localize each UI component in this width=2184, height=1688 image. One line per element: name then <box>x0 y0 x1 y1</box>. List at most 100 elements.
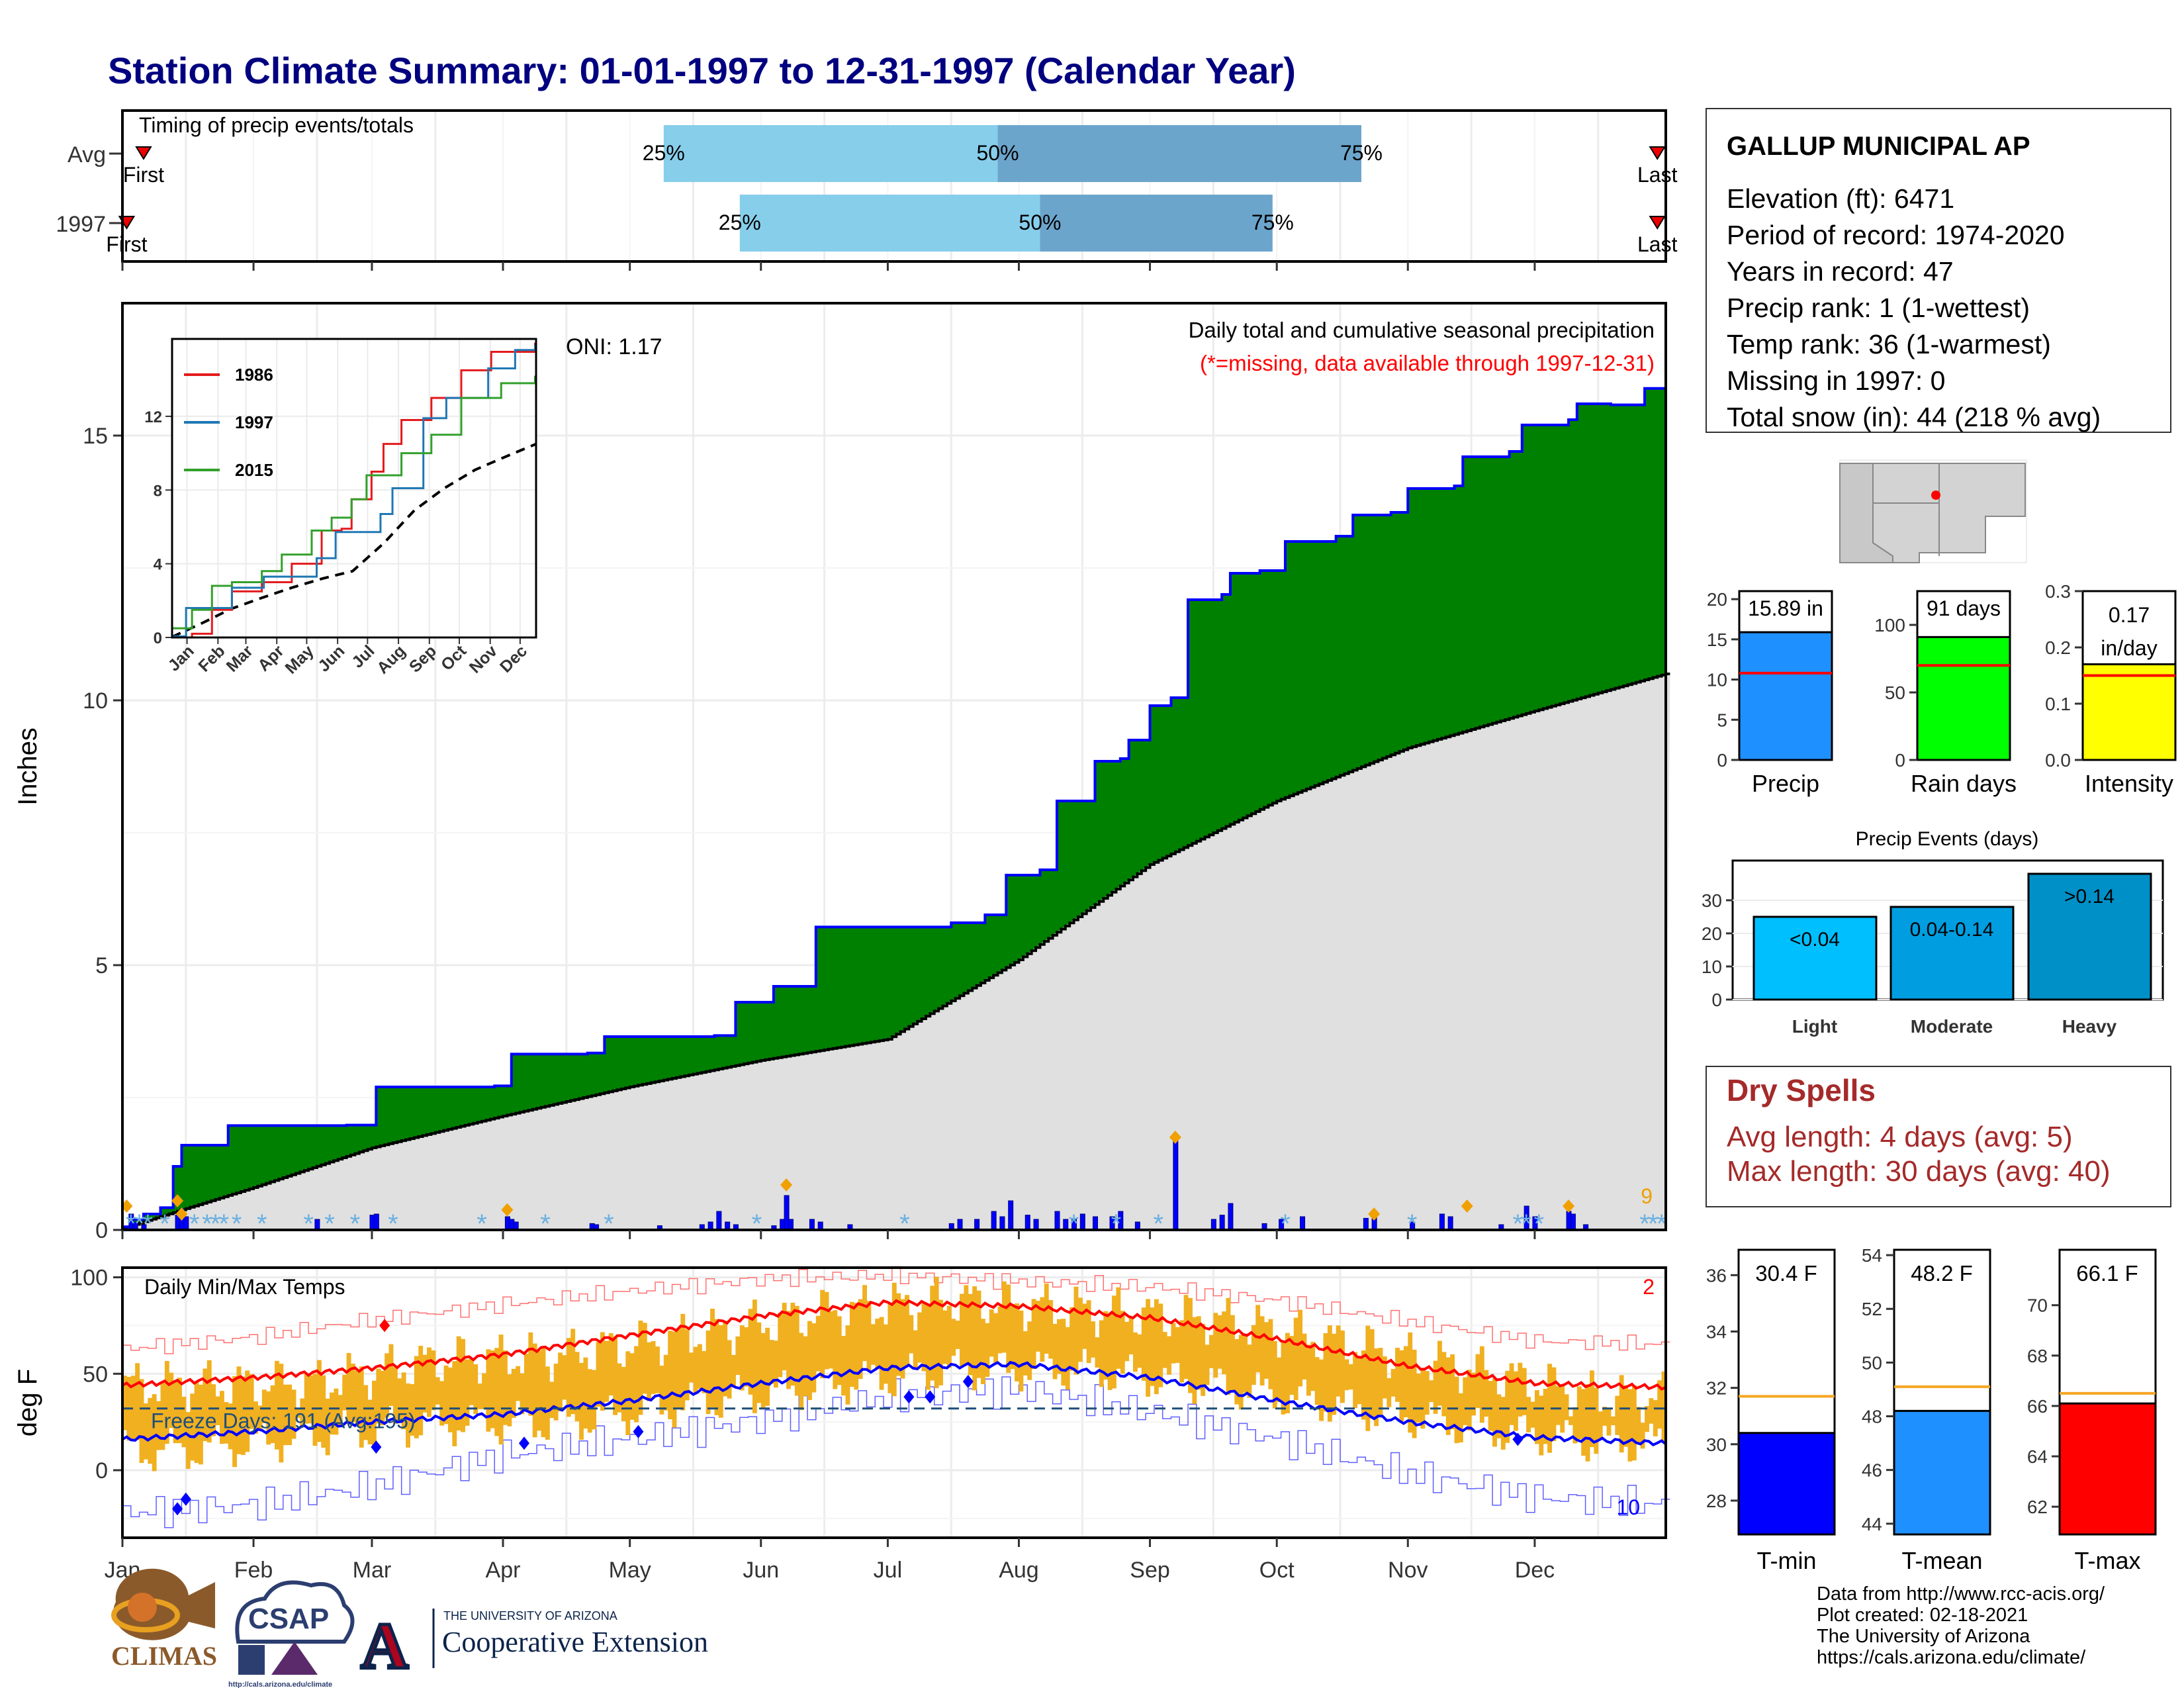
daily-temp-bar <box>820 1289 825 1379</box>
daily-temp-bar <box>270 1385 275 1444</box>
events-ytick-label: 30 <box>1702 890 1722 911</box>
daily-temp-bar <box>904 1295 909 1367</box>
daily-temp-bar <box>1429 1380 1434 1403</box>
daily-temp-bar <box>1306 1344 1311 1396</box>
daily-temp-bar <box>782 1303 787 1371</box>
daily-temp-bar <box>392 1367 398 1424</box>
daily-temp-bar <box>1086 1300 1091 1364</box>
snow-marker-icon: * <box>1111 1209 1122 1239</box>
daily-temp-bar <box>1099 1320 1104 1387</box>
daily-temp-bar <box>1496 1394 1502 1438</box>
inset-ytick-label: 12 <box>144 408 162 426</box>
record-low-marker-icon <box>371 1440 382 1454</box>
daily-temp-bar <box>355 1370 360 1427</box>
daily-temp-bar <box>338 1395 343 1427</box>
record-high-count: 2 <box>1643 1275 1655 1299</box>
daily-temp-bar <box>1175 1327 1180 1363</box>
timing-panel: 25% 50% 75% First Last Avg 25% 50% 75% First Last 1… <box>56 109 1678 271</box>
daily-temp-bar <box>1378 1348 1383 1415</box>
logos: CLIMAS CSAP http://cals.arizona.edu/clim… <box>111 1568 708 1688</box>
daily-temp-bar <box>130 1376 136 1440</box>
timing-label-25: 25% <box>643 141 685 165</box>
precip-ylabel: Inches <box>13 727 42 806</box>
events-bar-label: <0.04 <box>1790 929 1840 951</box>
daily-temp-bar <box>240 1376 246 1455</box>
daily-temp-bar <box>794 1305 799 1396</box>
precip-summary-0-ytick-label: 10 <box>1707 670 1727 690</box>
daily-precip-bar <box>957 1219 963 1231</box>
daily-temp-bar <box>1040 1297 1045 1362</box>
daily-temp-bar <box>312 1374 318 1446</box>
snow-marker-icon: * <box>350 1209 361 1239</box>
daily-temp-bar <box>1154 1299 1159 1395</box>
daily-temp-bar <box>1027 1321 1032 1380</box>
daily-temp-bar <box>1598 1411 1603 1439</box>
first-marker-icon <box>135 146 152 160</box>
station-info-box: GALLUP MUNICIPAL AP Elevation (ft): 6471… <box>1706 108 2171 433</box>
daily-temp-bar <box>1234 1338 1240 1405</box>
daily-temp-bar <box>1264 1322 1269 1379</box>
snow-marker-icon: * <box>899 1209 910 1239</box>
daily-temp-bar <box>1222 1311 1227 1375</box>
daily-temp-bar <box>135 1363 140 1440</box>
daily-temp-bar <box>1416 1374 1421 1423</box>
daily-temp-bar <box>456 1336 461 1430</box>
daily-temp-bar <box>164 1361 169 1444</box>
daily-temp-bar <box>1238 1335 1244 1410</box>
temp-summary-1-ytick-label: 44 <box>1862 1514 1882 1534</box>
daily-temp-bar <box>960 1293 964 1368</box>
daily-temp-bar <box>236 1366 242 1454</box>
daily-temp-bar <box>388 1344 394 1406</box>
dry-spells-avg: Avg length: 4 days (avg: 5) <box>1727 1121 2073 1153</box>
inset-legend-label: 1997 <box>235 412 273 432</box>
daily-temp-bar <box>1619 1375 1624 1453</box>
daily-temp-bar <box>647 1342 652 1401</box>
daily-temp-bar <box>490 1350 495 1429</box>
daily-temp-bar <box>461 1338 466 1432</box>
daily-temp-bar <box>447 1367 453 1432</box>
daily-temp-bar <box>896 1293 901 1376</box>
timing-label-75: 75% <box>1251 211 1294 234</box>
daily-temp-bar <box>1319 1359 1324 1421</box>
daily-temp-bar <box>765 1327 770 1406</box>
daily-temp-bar <box>879 1317 884 1390</box>
daily-temp-bar <box>689 1352 694 1383</box>
station-name: GALLUP MUNICIPAL AP <box>1727 132 2030 161</box>
temps-ytick-label: 0 <box>95 1458 108 1483</box>
daily-temp-bar <box>786 1311 791 1389</box>
daily-temp-bar <box>1581 1389 1586 1456</box>
daily-temp-bar <box>705 1330 711 1415</box>
daily-temp-bar <box>1551 1367 1557 1442</box>
snow-marker-icon: * <box>1521 1209 1531 1239</box>
daily-temp-bar <box>1369 1329 1375 1419</box>
snow-event-marker-icon <box>171 1194 184 1207</box>
daily-temp-bar <box>1547 1364 1552 1453</box>
daily-temp-bar <box>1132 1332 1138 1372</box>
events-bar <box>2027 872 2152 1001</box>
daily-precip-bar <box>974 1219 980 1231</box>
daily-temp-bar <box>731 1354 736 1388</box>
daily-temp-bar <box>1158 1303 1163 1387</box>
daily-temp-bar <box>541 1346 546 1438</box>
daily-temp-bar <box>549 1382 555 1419</box>
daily-temp-bar <box>951 1319 956 1356</box>
daily-temp-bar <box>257 1405 263 1429</box>
dry-spells-box: Dry Spells Avg length: 4 days (avg: 5) M… <box>1706 1066 2171 1207</box>
daily-temp-bar <box>837 1316 842 1385</box>
daily-temp-bar <box>773 1340 778 1388</box>
daily-temp-bar <box>1534 1389 1539 1444</box>
precip-summary-0-ytick-label: 5 <box>1717 710 1727 730</box>
daily-temp-bar <box>1188 1297 1193 1393</box>
timing-label-50: 50% <box>1019 211 1061 234</box>
daily-temp-bar <box>608 1333 614 1396</box>
daily-temp-bar <box>710 1309 715 1408</box>
daily-temp-bar <box>570 1329 576 1415</box>
precip-summary-0-ytick-label: 0 <box>1717 750 1727 771</box>
temp-summary-0-bar <box>1737 1432 1836 1536</box>
daily-temp-bar <box>253 1401 258 1434</box>
daily-temp-bar <box>778 1313 783 1378</box>
daily-temp-bar <box>418 1346 424 1436</box>
daily-temp-bar <box>1344 1359 1349 1391</box>
daily-temp-bar <box>1179 1320 1185 1383</box>
record-low-marker-icon <box>925 1390 936 1404</box>
